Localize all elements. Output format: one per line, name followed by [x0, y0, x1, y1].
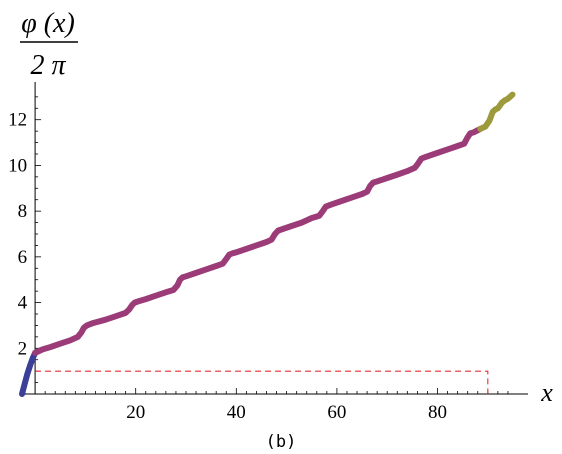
y-tick-label: 2 [18, 338, 28, 359]
axes: 20 40 60 80 2 4 6 8 10 12 [8, 82, 528, 423]
dashed-guide [35, 370, 489, 394]
y-axis-label: φ (x) 2 π [20, 8, 78, 81]
figure-caption: (b) [266, 432, 297, 452]
y-axis-label-denominator: 2 π [30, 50, 66, 81]
y-tick-label: 10 [8, 155, 27, 176]
series-line-2 [32, 125, 484, 356]
data-series [19, 91, 516, 397]
x-axis-label: x [540, 378, 553, 407]
series-line-1 [19, 349, 39, 397]
y-tick-label: 12 [8, 110, 27, 131]
x-tick-label: 60 [327, 402, 346, 423]
series-line-3 [477, 91, 516, 132]
y-tick-label: 4 [18, 293, 28, 314]
y-tick-label: 6 [18, 247, 28, 268]
dashed-guide-line [35, 370, 489, 394]
y-tick-label: 8 [18, 201, 28, 222]
x-tick-label: 40 [227, 402, 246, 423]
x-tick-label: 20 [126, 402, 145, 423]
x-tick-label: 80 [428, 402, 447, 423]
y-axis-label-numerator: φ (x) [21, 8, 75, 39]
